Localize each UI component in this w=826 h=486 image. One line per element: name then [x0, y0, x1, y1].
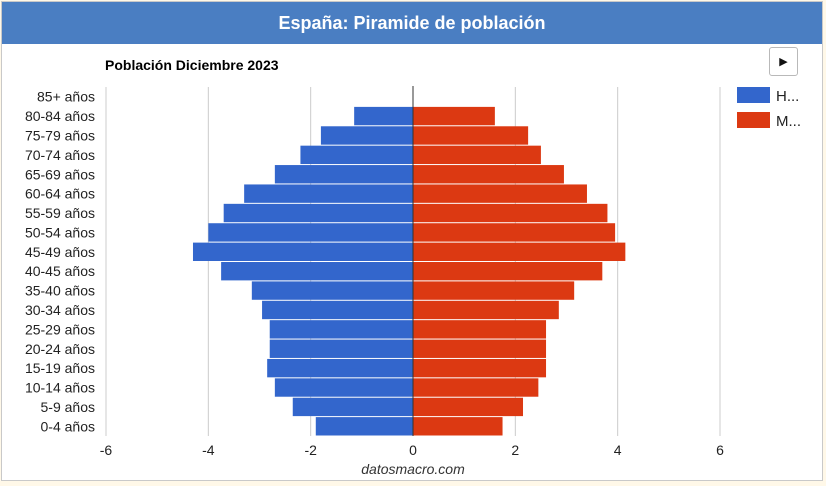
bars — [192, 106, 626, 436]
x-tick-labels: -6 -4 -2 0 2 4 6 — [100, 442, 724, 458]
bar — [267, 358, 413, 378]
category-label: 40-45 años — [25, 263, 95, 279]
bar — [251, 281, 413, 300]
x-tick-label: -4 — [202, 442, 215, 458]
bar — [262, 300, 413, 320]
bar — [413, 358, 547, 378]
bar — [354, 106, 413, 126]
category-label: 25-29 años — [25, 321, 95, 337]
bar — [300, 145, 413, 165]
bar — [269, 339, 413, 358]
bar — [320, 126, 413, 145]
bar — [244, 184, 413, 203]
bar — [413, 262, 603, 281]
category-label: 60-64 años — [25, 186, 95, 202]
legend-label: M... — [776, 113, 801, 130]
page-title: España: Piramide de población — [2, 2, 822, 44]
bar — [413, 203, 608, 223]
category-label: 30-34 años — [25, 302, 95, 318]
bar — [413, 320, 547, 339]
category-label: 35-40 años — [25, 283, 95, 299]
x-tick-label: 6 — [716, 442, 724, 458]
x-tick-label: 0 — [409, 442, 417, 458]
category-label: 5-9 años — [41, 399, 95, 415]
x-tick-label: -6 — [100, 442, 113, 458]
watermark: datosmacro.com — [361, 461, 465, 477]
category-label: 80-84 años — [25, 108, 95, 124]
bar — [221, 262, 413, 281]
category-label: 50-54 años — [25, 224, 95, 240]
play-icon: ▶ — [779, 56, 788, 68]
category-labels: 85+ años 80-84 años 75-79 años 70-74 años 65… — [25, 89, 95, 435]
bar — [413, 126, 529, 145]
category-label: 10-14 años — [25, 380, 95, 396]
category-label: 20-24 años — [25, 341, 95, 357]
bar — [413, 339, 547, 358]
legend-label: H... — [776, 88, 799, 105]
bar — [192, 242, 413, 261]
legend-swatch — [737, 87, 770, 103]
bar — [413, 165, 564, 184]
bar — [413, 106, 495, 126]
bar — [413, 300, 559, 320]
legend-swatch — [737, 112, 770, 128]
x-tick-label: 2 — [511, 442, 519, 458]
bar — [292, 397, 413, 417]
chart-title: Población Diciembre 2023 — [105, 57, 279, 73]
category-label: 70-74 años — [25, 147, 95, 163]
bar — [274, 378, 413, 397]
bar — [315, 417, 413, 436]
bar — [208, 223, 413, 242]
bar — [274, 165, 413, 184]
category-label: 0-4 años — [41, 418, 95, 434]
x-tick-label: -2 — [304, 442, 317, 458]
category-label: 65-69 años — [25, 166, 95, 182]
category-label: 55-59 años — [25, 205, 95, 221]
x-tick-label: 4 — [614, 442, 622, 458]
category-label: 85+ años — [37, 89, 95, 105]
bar — [413, 378, 539, 397]
bar — [413, 184, 587, 203]
bar — [413, 223, 616, 242]
legend: H... M... — [737, 87, 801, 130]
bar — [413, 417, 503, 436]
category-label: 15-19 años — [25, 360, 95, 376]
bar — [413, 397, 524, 417]
bar — [413, 281, 575, 300]
gridlines — [105, 87, 721, 436]
bar — [413, 242, 626, 261]
bar — [413, 145, 541, 165]
bar — [223, 203, 413, 223]
play-button[interactable]: ▶ — [769, 47, 798, 76]
category-label: 45-49 años — [25, 244, 95, 260]
category-label: 75-79 años — [25, 127, 95, 143]
bar — [269, 320, 413, 339]
